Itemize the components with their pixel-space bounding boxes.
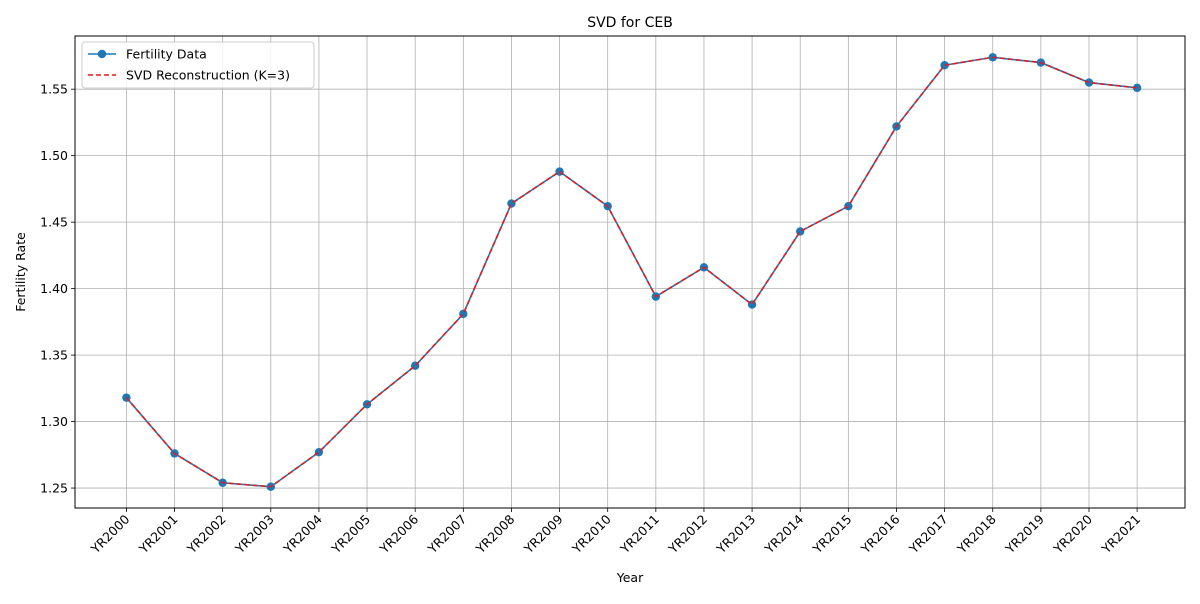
y-tick-label: 1.45 xyxy=(40,215,68,230)
legend-box xyxy=(81,41,315,89)
x-tick-label: YR2007 xyxy=(424,512,469,557)
x-tick-label: YR2018 xyxy=(954,511,999,556)
data-point-fertility-data xyxy=(1132,83,1142,93)
legend-label-fertility-data: Fertility Data xyxy=(126,47,207,62)
x-tick-label: YR2021 xyxy=(1098,512,1143,557)
x-tick-label: YR2010 xyxy=(568,511,613,556)
x-tick-label: YR2013 xyxy=(713,512,758,557)
series-line-fertility-data xyxy=(125,56,1138,488)
x-tick-label: YR2008 xyxy=(472,511,517,556)
data-point-fertility-data xyxy=(507,199,516,208)
data-point-fertility-data xyxy=(1084,78,1094,87)
x-tick-label: YR2019 xyxy=(1002,511,1047,556)
x-tick-label: YR2015 xyxy=(809,512,854,557)
data-point-fertility-data xyxy=(796,227,805,236)
legend-label-svd-reconstruction: SVD Reconstruction (K=3) xyxy=(126,68,290,83)
series-layer xyxy=(122,53,1142,491)
y-tick-label: 1.35 xyxy=(40,348,68,363)
y-tick-label: 1.55 xyxy=(40,82,68,97)
x-tick-label: YR2009 xyxy=(520,511,565,556)
plot-frame xyxy=(74,35,1186,509)
x-tick-label: YR2017 xyxy=(905,512,950,557)
x-tick-label: YR2006 xyxy=(376,511,421,556)
x-tick-label: YR2011 xyxy=(617,512,662,557)
x-tick-label: YR2014 xyxy=(761,511,806,556)
y-tick-label: 1.25 xyxy=(40,481,68,496)
x-tick-label: YR2005 xyxy=(328,512,373,557)
grid xyxy=(75,36,1185,508)
x-axis: YR2000 YR2001 YR2002 YR2003 YR2004 YR2005 YR20… xyxy=(87,508,1143,557)
legend: Fertility Data SVD Reconstruction (K=3) xyxy=(81,41,315,89)
x-tick-label: YR2000 xyxy=(87,511,132,556)
x-axis-label: Year xyxy=(616,570,644,585)
y-tick-label: 1.50 xyxy=(40,148,68,163)
x-tick-label: YR2002 xyxy=(183,512,228,557)
x-tick-label: YR2004 xyxy=(280,511,325,556)
x-tick-label: YR2012 xyxy=(665,512,710,557)
x-tick-label: YR2003 xyxy=(232,512,277,557)
series-line-svd-reconstruction xyxy=(125,56,1138,488)
y-tick-label: 1.40 xyxy=(40,281,68,296)
x-tick-label: YR2020 xyxy=(1050,511,1095,556)
x-tick-label: YR2016 xyxy=(857,511,902,556)
y-axis-label: Fertility Rate xyxy=(13,232,28,312)
y-tick-label: 1.30 xyxy=(40,414,68,429)
x-tick-label: YR2001 xyxy=(135,512,180,557)
y-axis: 1.25 1.30 1.35 1.40 1.45 1.50 1.55 xyxy=(40,82,75,496)
legend-marker-fertility-data xyxy=(97,49,107,59)
chart-title: SVD for CEB xyxy=(587,15,673,31)
